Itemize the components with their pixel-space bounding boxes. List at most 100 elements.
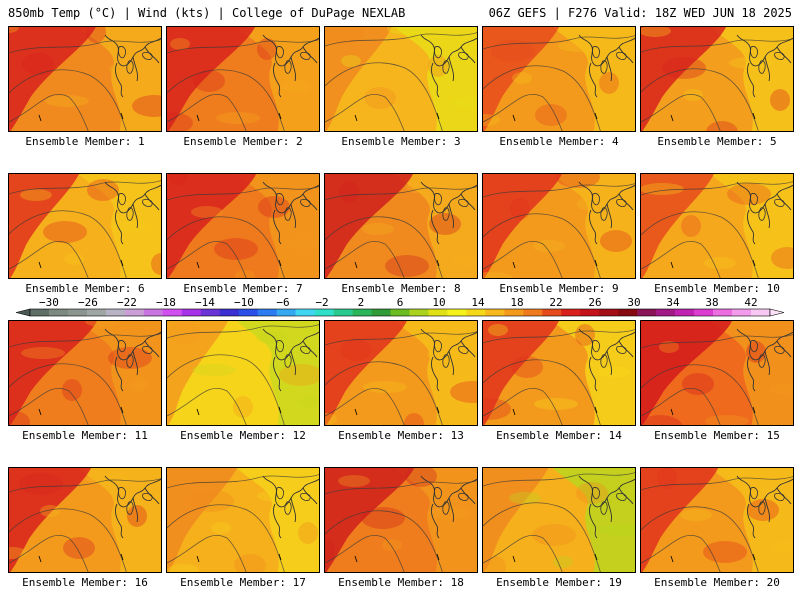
colorbar-swatch <box>276 309 296 316</box>
colorbar-tick-label: 2 <box>358 296 365 309</box>
ensemble-member-label: Ensemble Member: 19 <box>496 576 622 589</box>
colorbar-tick-label: −18 <box>156 296 176 309</box>
colorbar-tick-label: −2 <box>315 296 328 309</box>
colorbar-swatch <box>295 309 315 316</box>
colorbar-swatch <box>124 309 145 316</box>
colorbar-swatch <box>675 309 695 316</box>
ensemble-panel <box>8 26 162 132</box>
ensemble-panel <box>324 467 478 573</box>
ensemble-member-label: Ensemble Member: 16 <box>22 576 148 589</box>
colorbar-swatch <box>523 309 543 316</box>
colorbar-swatch <box>48 309 69 316</box>
temperature-map <box>9 468 161 572</box>
temperature-map <box>483 27 635 131</box>
colorbar-min-arrow <box>15 308 31 317</box>
colorbar-swatch <box>105 309 126 316</box>
ensemble-panel <box>8 467 162 573</box>
map-title: 850mb Temp (°C) | Wind (kts) | College o… <box>8 6 406 20</box>
ensemble-panel <box>640 26 794 132</box>
temperature-map <box>641 174 793 278</box>
colorbar-tick-label: 22 <box>549 296 562 309</box>
ensemble-member-label: Ensemble Member: 3 <box>341 135 461 148</box>
ensemble-panel <box>8 173 162 279</box>
colorbar-swatch <box>219 309 240 316</box>
colorbar-tick-label: 30 <box>627 296 640 309</box>
colorbar-swatch <box>561 309 581 316</box>
colorbar-swatch <box>143 309 164 316</box>
colorbar-swatch <box>637 309 657 316</box>
ensemble-panel <box>482 467 636 573</box>
run-valid-time: 06Z GEFS | F276 Valid: 18Z WED JUN 18 20… <box>488 6 792 20</box>
temperature-map <box>483 174 635 278</box>
colorbar-swatch <box>162 309 183 316</box>
colorbar-swatch <box>30 309 50 316</box>
colorbar-swatch <box>333 309 353 316</box>
temperature-map <box>325 174 477 278</box>
colorbar-swatch <box>466 309 486 316</box>
colorbar-swatch <box>352 309 372 316</box>
colorbar-swatch <box>713 309 733 316</box>
temperature-map <box>483 321 635 425</box>
ensemble-panel <box>324 26 478 132</box>
colorbar-swatch <box>694 309 714 316</box>
colorbar-tick-label: 34 <box>666 296 680 309</box>
ensemble-panel <box>166 173 320 279</box>
ensemble-member-label: Ensemble Member: 18 <box>338 576 464 589</box>
ensemble-panel <box>640 320 794 426</box>
colorbar-tick-label: −14 <box>195 296 215 309</box>
temperature-map <box>167 468 319 572</box>
ensemble-panel <box>482 173 636 279</box>
ensemble-member-label: Ensemble Member: 1 <box>25 135 145 148</box>
ensemble-member-label: Ensemble Member: 11 <box>22 429 148 442</box>
colorbar-swatch <box>238 309 258 316</box>
colorbar-swatch <box>67 309 88 316</box>
ensemble-member-label: Ensemble Member: 13 <box>338 429 464 442</box>
colorbar-tick-label: 14 <box>471 296 485 309</box>
temperature-map <box>641 27 793 131</box>
ensemble-member-label: Ensemble Member: 5 <box>657 135 777 148</box>
temperature-map <box>167 321 319 425</box>
ensemble-member-label: Ensemble Member: 20 <box>654 576 780 589</box>
colorbar-tick-label: −26 <box>78 296 98 309</box>
temperature-map <box>483 468 635 572</box>
temperature-map <box>167 174 319 278</box>
temperature-map <box>9 27 161 131</box>
colorbar-swatch <box>257 309 277 316</box>
colorbar-swatch <box>656 309 676 316</box>
ensemble-member-label: Ensemble Member: 14 <box>496 429 622 442</box>
colorbar-swatch <box>751 309 771 316</box>
colorbar-tick-label: 42 <box>744 296 757 309</box>
ensemble-panel <box>8 320 162 426</box>
colorbar-swatch <box>447 309 467 316</box>
colorbar-tick-label: 26 <box>588 296 601 309</box>
ensemble-panel <box>166 320 320 426</box>
temperature-map <box>9 321 161 425</box>
ensemble-member-label: Ensemble Member: 4 <box>499 135 619 148</box>
ensemble-panel <box>166 467 320 573</box>
colorbar-swatch <box>371 309 391 316</box>
ensemble-member-label: Ensemble Member: 15 <box>654 429 780 442</box>
temperature-map <box>641 468 793 572</box>
colorbar-swatch <box>732 309 752 316</box>
ensemble-panel <box>166 26 320 132</box>
temperature-map <box>325 321 477 425</box>
colorbar-swatch <box>200 309 221 316</box>
ensemble-panel <box>482 320 636 426</box>
temperature-map <box>325 27 477 131</box>
ensemble-member-label: Ensemble Member: 9 <box>499 282 619 295</box>
ensemble-member-label: Ensemble Member: 2 <box>183 135 303 148</box>
temperature-map <box>641 321 793 425</box>
colorbar-swatch <box>409 309 429 316</box>
colorbar-tick-label: −22 <box>117 296 137 309</box>
ensemble-member-label: Ensemble Member: 6 <box>25 282 145 295</box>
colorbar-swatch <box>314 309 334 316</box>
colorbar-tick-label: −6 <box>276 296 289 309</box>
colorbar-swatch <box>390 309 410 316</box>
colorbar-tick-label: −30 <box>39 296 59 309</box>
ensemble-panel <box>482 26 636 132</box>
ensemble-panel <box>324 173 478 279</box>
colorbar-swatch <box>86 309 107 316</box>
colorbar-swatch <box>599 309 619 316</box>
ensemble-member-label: Ensemble Member: 12 <box>180 429 306 442</box>
colorbar-max-arrow <box>769 308 785 317</box>
